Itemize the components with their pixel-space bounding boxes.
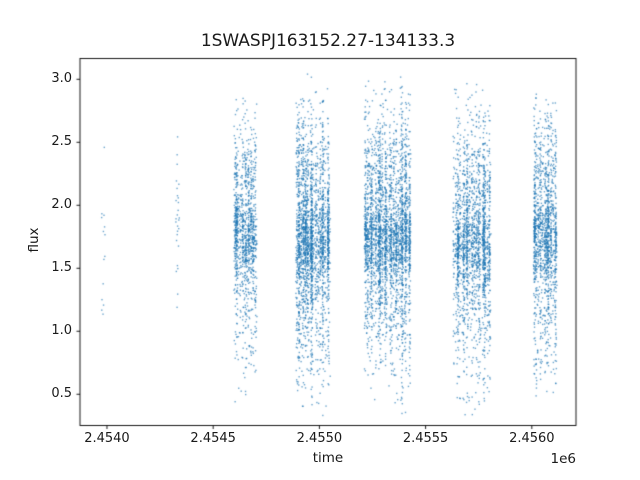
y-tick-label: 2.0 — [51, 197, 72, 213]
y-tick-label: 3.0 — [51, 71, 72, 87]
x-axis-label: time — [312, 450, 344, 466]
x-tick-label: 2.4550 — [296, 431, 343, 446]
x-tick-label: 2.4555 — [402, 431, 449, 446]
y-axis-label: flux — [26, 227, 42, 253]
x-tick-label: 2.4545 — [190, 431, 236, 446]
y-tick-label: 0.5 — [51, 386, 72, 402]
y-tick-label: 1.0 — [51, 323, 72, 339]
y-tick-label: 1.5 — [51, 260, 72, 276]
x-tick-label: 2.4560 — [509, 431, 555, 446]
y-tick-label: 2.5 — [51, 134, 72, 150]
x-axis-offset-label: 1e6 — [550, 451, 576, 467]
chart-title: 1SWASPJ163152.27-134133.3 — [200, 31, 456, 51]
x-tick-label: 2.4540 — [84, 431, 130, 446]
